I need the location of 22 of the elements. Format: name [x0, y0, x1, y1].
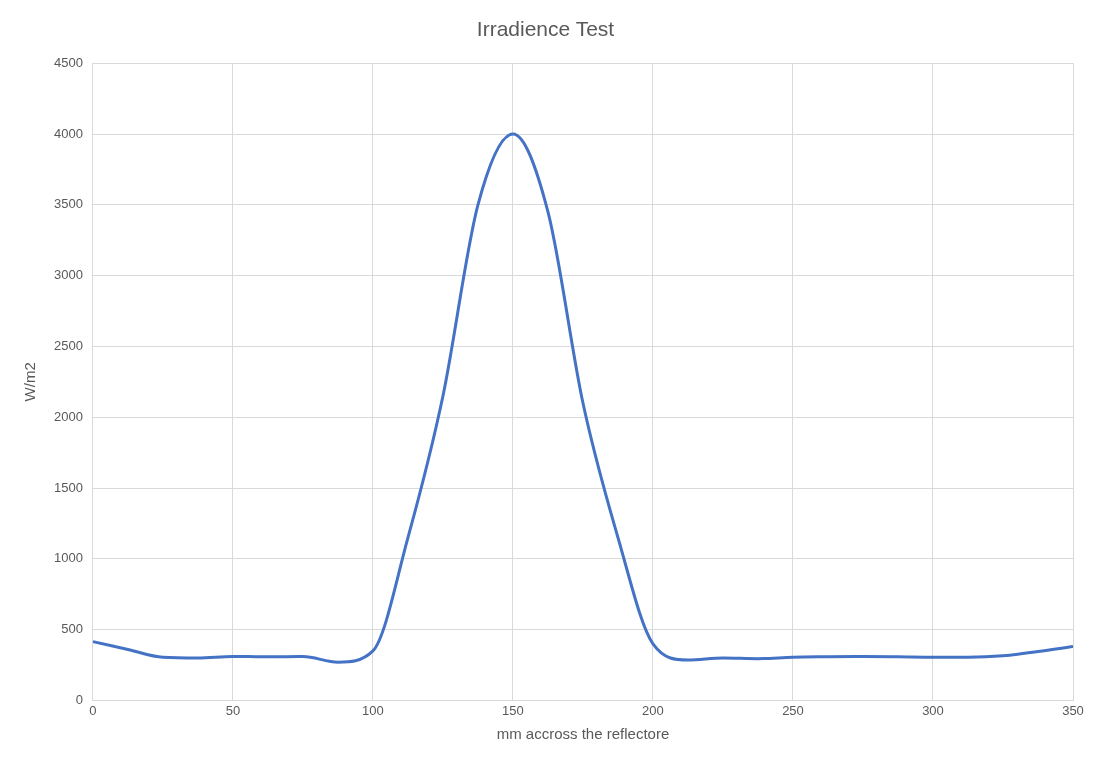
line-series — [92, 132, 1073, 664]
x-tick-label: 0 — [89, 702, 97, 718]
y-axis-title: W/m2 — [21, 362, 39, 402]
y-tick-label: 500 — [61, 621, 83, 637]
y-tick-label: 2000 — [54, 408, 83, 424]
x-axis-title: mm accross the reflectore — [496, 725, 670, 743]
x-tick-label: 250 — [782, 702, 804, 718]
y-tick-label: 3000 — [54, 267, 83, 283]
y-tick-label: 1000 — [54, 550, 83, 566]
y-tick-label: 4500 — [54, 54, 83, 70]
x-tick-label: 150 — [502, 702, 524, 718]
y-tick-label: 4000 — [54, 125, 83, 141]
y-tick-label: 0 — [75, 691, 83, 707]
x-tick-label: 50 — [225, 702, 241, 718]
y-tick-label: 1500 — [54, 479, 83, 495]
x-tick-label: 200 — [642, 702, 664, 718]
x-tick-label: 100 — [362, 702, 384, 718]
x-tick-label: 350 — [1062, 702, 1084, 718]
y-tick-label: 2500 — [54, 337, 83, 353]
chart-title: Irradience Test — [476, 17, 615, 41]
x-tick-label: 300 — [922, 702, 944, 718]
y-tick-label: 3500 — [54, 196, 83, 212]
